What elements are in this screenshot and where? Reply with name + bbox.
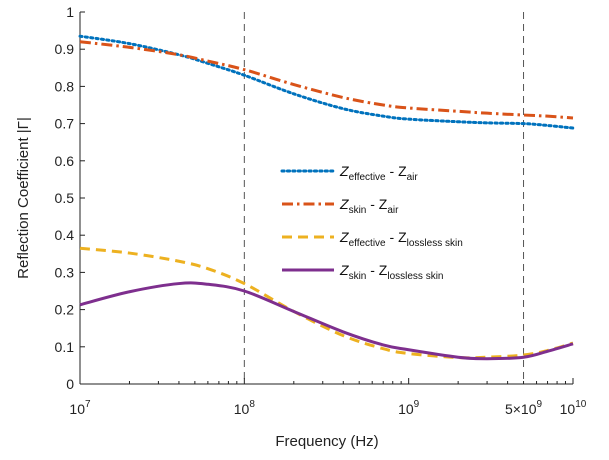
- x-tick-base: 10: [69, 401, 85, 417]
- x-tick-label: 107: [69, 399, 91, 417]
- y-tick-label: 0.7: [55, 116, 75, 132]
- y-tick-label: 0.3: [55, 264, 75, 280]
- x-tick-base: 5×10: [505, 401, 537, 417]
- x-axis-ticks: 107 108 109 5×109 1010: [69, 378, 587, 417]
- y-tick-label: 0: [66, 376, 74, 392]
- x-tick-label: 5×109: [505, 399, 543, 417]
- y-tick-label: 0.2: [55, 302, 75, 318]
- x-tick-label: 109: [398, 399, 420, 417]
- x-tick-label: 108: [234, 399, 256, 417]
- legend-label: Zskin - Zair: [339, 196, 399, 216]
- plot-area: 00.10.20.30.40.50.60.70.80.91 107 108 109 5…: [55, 4, 587, 417]
- y-axis-ticks: 0 0.1 0.2 0.3 0.4 0.5 0.6 0.7 0.8 0.9 1: [55, 4, 85, 392]
- legend-label: Zskin - Zlossless skin: [339, 262, 444, 282]
- series-z-skin-z-lossless-skin: [79, 281, 574, 361]
- series-z-skin-z-air: [79, 40, 574, 120]
- x-tick-exponent: 10: [575, 399, 587, 410]
- y-tick-label: 1: [66, 4, 74, 20]
- series-z-effective-z-lossless-skin: [79, 246, 574, 360]
- x-tick-base: 10: [234, 401, 250, 417]
- x-tick-exponent: 8: [249, 399, 255, 410]
- y-tick-label: 0.6: [55, 153, 75, 169]
- legend: Zeffective - Zair Zskin - Zair Zeffective …: [280, 163, 463, 282]
- y-tick-label: 0.8: [55, 78, 75, 94]
- y-tick-label: 0.9: [55, 41, 75, 57]
- series-lines: [78, 34, 575, 361]
- x-tick-label: 1010: [560, 399, 587, 417]
- legend-label: Zeffective - Zlossless skin: [339, 229, 463, 249]
- x-tick-base: 10: [560, 401, 576, 417]
- x-axis-title: Frequency (Hz): [275, 433, 378, 450]
- y-tick-label: 0.5: [55, 190, 75, 206]
- y-axis-title: Reflection Coefficient |Γ|: [15, 117, 32, 279]
- y-tick-label: 0.1: [55, 339, 75, 355]
- legend-label: Zeffective - Zair: [339, 163, 418, 183]
- y-tick-label: 0.4: [55, 227, 75, 243]
- x-tick-exponent: 9: [414, 399, 420, 410]
- x-tick-exponent: 7: [85, 399, 91, 410]
- x-tick-base: 10: [398, 401, 414, 417]
- x-tick-exponent: 9: [537, 399, 543, 410]
